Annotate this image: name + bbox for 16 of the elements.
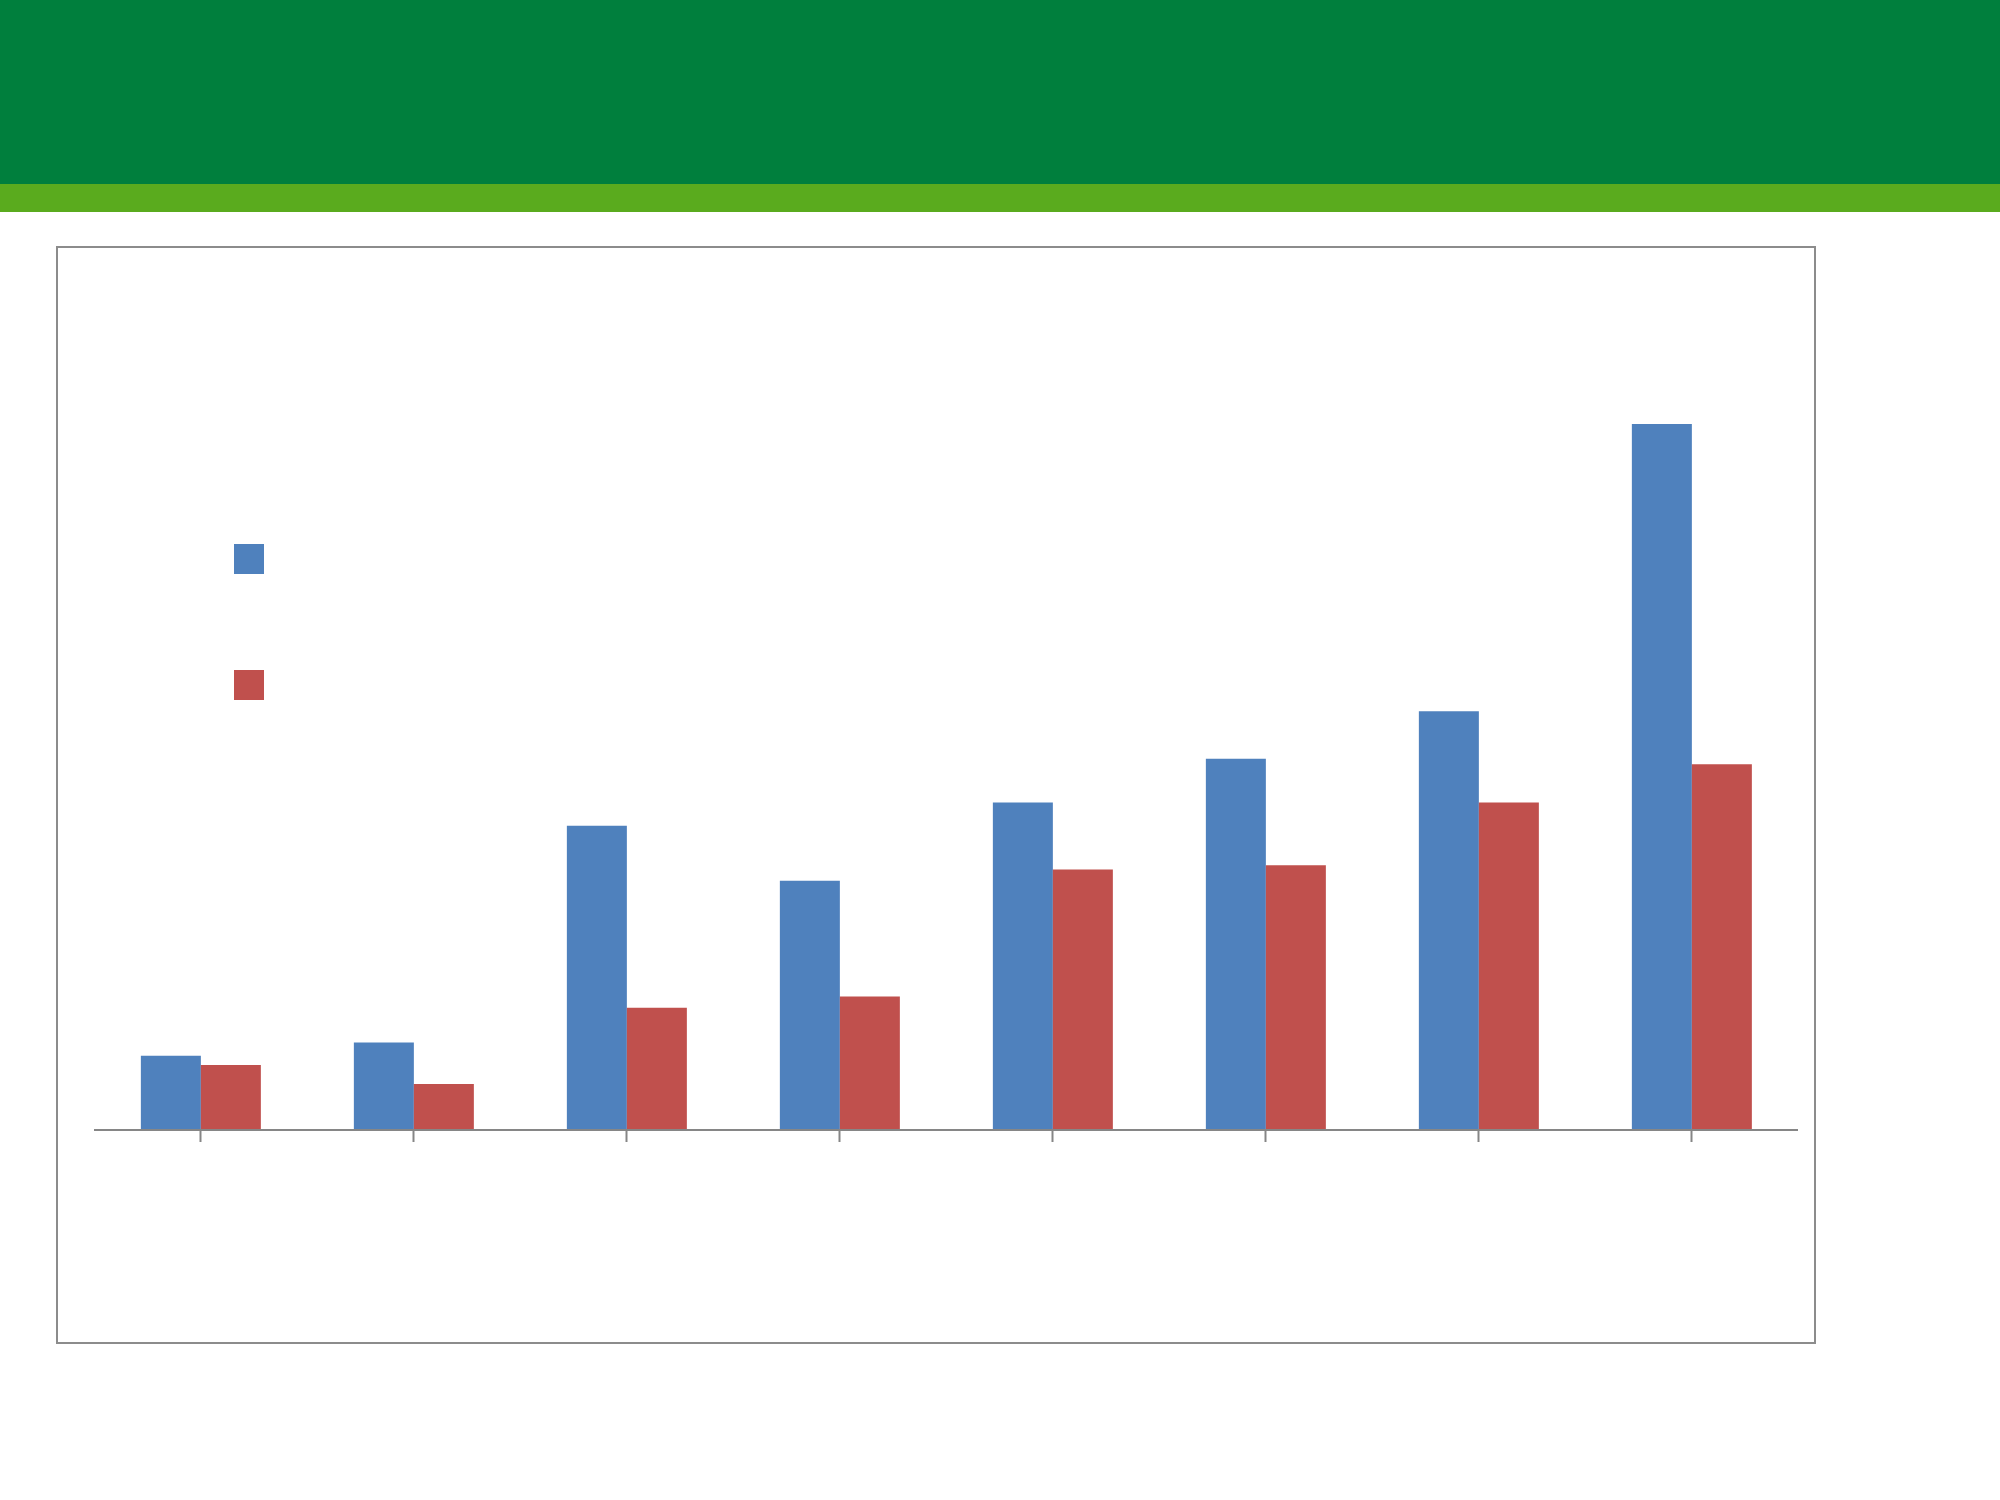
bar	[413, 1084, 474, 1130]
bar	[1478, 802, 1539, 1130]
bar	[1631, 424, 1692, 1130]
bar	[140, 1055, 201, 1130]
bar	[1265, 865, 1326, 1130]
bar	[1691, 764, 1752, 1130]
bar	[1418, 711, 1479, 1130]
bar	[1205, 758, 1266, 1130]
bar	[1052, 869, 1113, 1130]
bar	[626, 1007, 687, 1130]
bar	[992, 802, 1053, 1130]
bar	[200, 1065, 261, 1130]
bar	[566, 825, 627, 1130]
bar	[839, 996, 900, 1130]
bar	[353, 1042, 414, 1130]
bar	[779, 880, 840, 1130]
